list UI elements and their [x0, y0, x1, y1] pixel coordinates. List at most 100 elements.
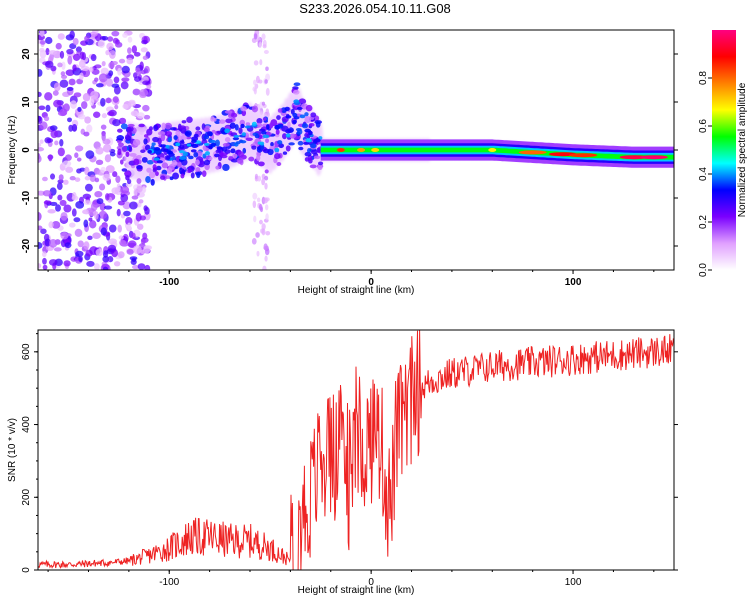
spectrogram-mid-blob — [257, 161, 265, 167]
spectrogram-noise-blob — [86, 124, 93, 133]
spectrogram-noise-blob — [123, 210, 131, 217]
spectrogram-noise-blob — [253, 60, 259, 66]
spectrogram-mid-blob — [211, 129, 216, 134]
spectrogram-y-tick-label: 10 — [21, 96, 32, 108]
spectrogram-noise-blob — [45, 36, 53, 45]
spectrogram-mid-blob — [129, 152, 137, 157]
spectrogram-mid-blob — [164, 122, 173, 130]
spectrogram-noise-blob — [75, 46, 82, 53]
spectrogram-mid-core — [296, 106, 303, 110]
spectrogram-noise-blob — [113, 85, 121, 95]
spectrogram-noise-blob — [137, 263, 146, 270]
spectrogram-noise-blob — [94, 177, 100, 183]
spectrogram-mid-core — [274, 147, 280, 153]
spectrogram-noise-blob — [259, 219, 263, 225]
spectrogram-noise-blob — [75, 201, 85, 209]
spectrogram-noise-blob — [126, 57, 134, 65]
spectrogram-mid-blob — [203, 135, 210, 140]
spectrogram-noise-blob — [261, 223, 266, 231]
spectrogram-noise-blob — [82, 93, 91, 102]
spectrogram-mid-blob — [262, 117, 267, 121]
snr-y-tick-label: 200 — [21, 488, 32, 505]
spectrogram-mid-blob — [184, 131, 191, 136]
spectrogram-mid-blob — [222, 142, 230, 147]
spectrogram-noise-blob — [117, 251, 125, 259]
spectrogram-noise-blob — [86, 260, 95, 267]
snr-y-tick-label: 600 — [21, 343, 32, 360]
spectrogram-noise-blob — [104, 193, 110, 201]
spectrogram-noise-blob — [141, 39, 148, 45]
spectrogram-noise-blob — [48, 221, 54, 229]
spectrogram-mid-core — [167, 137, 173, 143]
spectrogram-mid-core — [208, 131, 213, 137]
spectrogram-mid-core — [230, 148, 236, 154]
spectrogram-noise-blob — [97, 39, 106, 49]
spectrogram-noise-blob — [59, 50, 65, 59]
spectrogram-mid-core — [154, 147, 161, 151]
spectrogram-mid-core — [305, 138, 313, 143]
spectrogram-noise-blob — [135, 70, 142, 75]
spectrogram-noise-blob — [265, 213, 269, 221]
spectrogram-mid-blob — [120, 159, 124, 165]
spectrogram-mid-core — [160, 144, 167, 148]
spectrogram-noise-blob — [135, 212, 142, 222]
spectrogram-noise-blob — [91, 68, 100, 75]
spectrogram-noise-blob — [71, 124, 78, 132]
spectrogram-mid-blob — [117, 142, 124, 147]
spectrogram-noise-blob — [107, 36, 114, 42]
spectrogram-noise-blob — [57, 33, 65, 40]
spectrogram-noise-blob — [95, 146, 104, 155]
spectrogram-mid-core — [190, 149, 197, 153]
spectrogram-mid-blob — [276, 115, 281, 120]
spectrogram-noise-blob — [66, 86, 74, 91]
spectrogram-noise-blob — [83, 131, 90, 137]
spectrogram-mid-blob — [229, 122, 236, 129]
spectrogram-noise-blob — [144, 264, 151, 270]
spectrogram-mid-blob — [316, 147, 321, 153]
spectrogram-mid-blob — [178, 125, 187, 130]
spectrogram-noise-blob — [63, 103, 70, 112]
spectrogram-noise-blob — [61, 61, 66, 71]
spectrogram-mid-blob — [276, 161, 282, 166]
spectrogram-noise-blob — [74, 228, 83, 237]
spectrogram-mid-blob — [203, 159, 211, 166]
spectrogram-mid-core — [235, 141, 241, 145]
spectrogram-noise-blob — [101, 113, 107, 119]
spectrogram-noise-blob — [53, 99, 62, 108]
spectrogram-mid-core — [292, 119, 297, 124]
spectrogram-noise-blob — [67, 55, 73, 65]
spectrogram-mid-blob — [136, 164, 143, 170]
spectrogram-noise-blob — [90, 54, 97, 62]
spectrogram-y-ticks: -20 -10 0 10 20 — [21, 48, 678, 253]
spectrogram-noise-blob — [89, 98, 95, 106]
spectrogram-noise-blob — [79, 51, 85, 60]
spectrogram-noise-blob — [105, 97, 112, 104]
spectrogram-noise-blob — [42, 190, 52, 197]
spectrogram-noise-blob — [119, 239, 127, 246]
spectrogram-noise-blob — [77, 106, 82, 112]
spectrogram-noise-blob — [60, 231, 69, 240]
spectrogram-noise-blob — [98, 183, 106, 191]
spectrogram-noise-blob — [265, 66, 269, 71]
spectrogram-noise-blob — [264, 175, 269, 181]
spectrogram-noise-blob — [142, 55, 148, 61]
snr-y-axis-label: SNR (10 * v/v) — [7, 418, 18, 482]
spectrogram-mid-blob — [146, 167, 152, 173]
spectrogram-noise-blob — [95, 83, 104, 88]
spectrogram-noise-blob — [39, 47, 45, 53]
spectrogram-noise-blob — [125, 216, 133, 226]
spectrogram-noise-blob — [118, 117, 127, 125]
spectrogram-mid-blob — [143, 134, 149, 138]
spectrogram-noise-blob — [139, 88, 149, 97]
colorbar-tick-label: 0.2 — [698, 215, 709, 229]
spectrogram-noise-blob — [104, 154, 112, 163]
spectrogram-y-tick-label: -20 — [21, 238, 32, 253]
spectrogram-noise-blob — [98, 73, 108, 83]
spectrogram-noise-blob — [50, 173, 56, 180]
spectrogram-noise-blob — [54, 140, 59, 146]
spectrogram-mid-blob — [298, 98, 307, 105]
spectrogram-mid-blob — [285, 145, 291, 152]
spectrogram-noise-blob — [59, 139, 64, 147]
spectrogram-mid-core — [240, 123, 245, 129]
spectrogram-mid-blob — [297, 140, 304, 146]
